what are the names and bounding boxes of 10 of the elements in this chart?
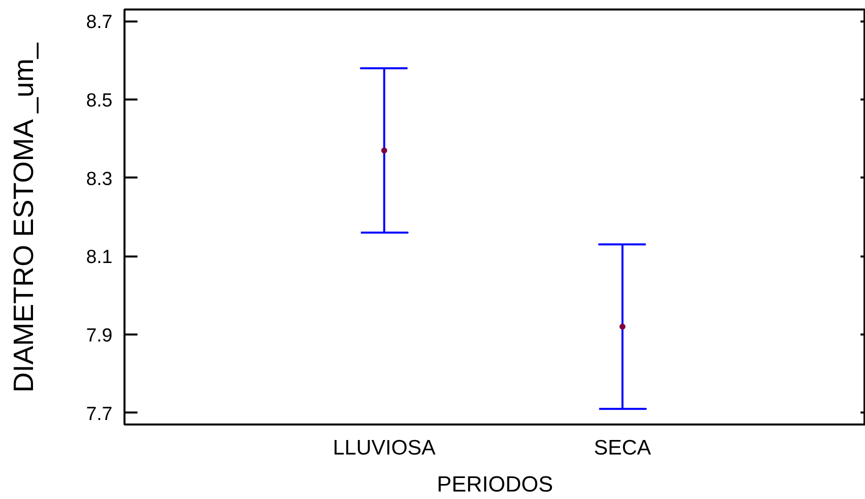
y-tick-label: 8.1 xyxy=(86,247,113,268)
y-axis-title: DIAMETRO ESTOMA _um_ xyxy=(8,42,40,393)
x-tick-label: SECA xyxy=(594,436,652,460)
x-axis-title: PERIODOS xyxy=(436,472,554,496)
y-tick-label: 8.7 xyxy=(86,12,113,34)
y-tick-label: 8.5 xyxy=(86,90,113,112)
y-tick-label: 7.9 xyxy=(86,325,113,346)
x-tick-label: LLUVIOSA xyxy=(332,436,436,460)
y-tick-label: 7.7 xyxy=(86,404,113,425)
y-tick-label: 8.3 xyxy=(86,168,113,190)
